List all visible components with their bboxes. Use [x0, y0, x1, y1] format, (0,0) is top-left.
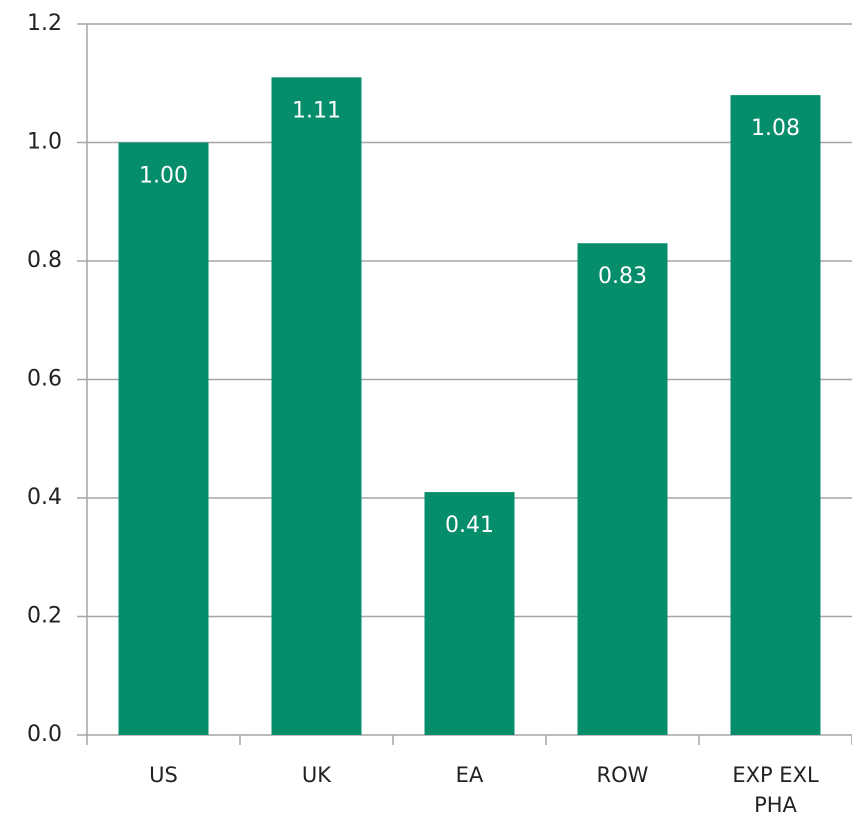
bar: [424, 492, 515, 735]
bar: [577, 243, 668, 735]
y-tick-label: 0.8: [27, 248, 62, 273]
x-tick-label: EXP EXL PHA: [732, 763, 819, 817]
value-label: 0.41: [445, 513, 494, 538]
x-tick-label: UK: [301, 763, 332, 787]
bar: [271, 77, 362, 735]
y-tick-label: 1.0: [27, 130, 62, 155]
y-tick-label: 0.2: [27, 604, 62, 629]
y-tick-label: 0.4: [27, 485, 62, 510]
bar: [118, 142, 209, 735]
x-tick-label: ROW: [596, 763, 649, 787]
value-label: 1.00: [139, 164, 188, 189]
x-tick-label: EA: [455, 763, 484, 787]
value-label: 0.83: [598, 264, 647, 289]
value-label: 1.08: [751, 116, 800, 141]
x-tick-label: US: [149, 763, 178, 787]
y-tick-label: 0.0: [27, 722, 62, 747]
y-tick-label: 1.2: [27, 11, 62, 36]
value-label: 1.11: [292, 98, 341, 123]
bar: [730, 95, 821, 736]
y-tick-label: 0.6: [27, 367, 62, 392]
